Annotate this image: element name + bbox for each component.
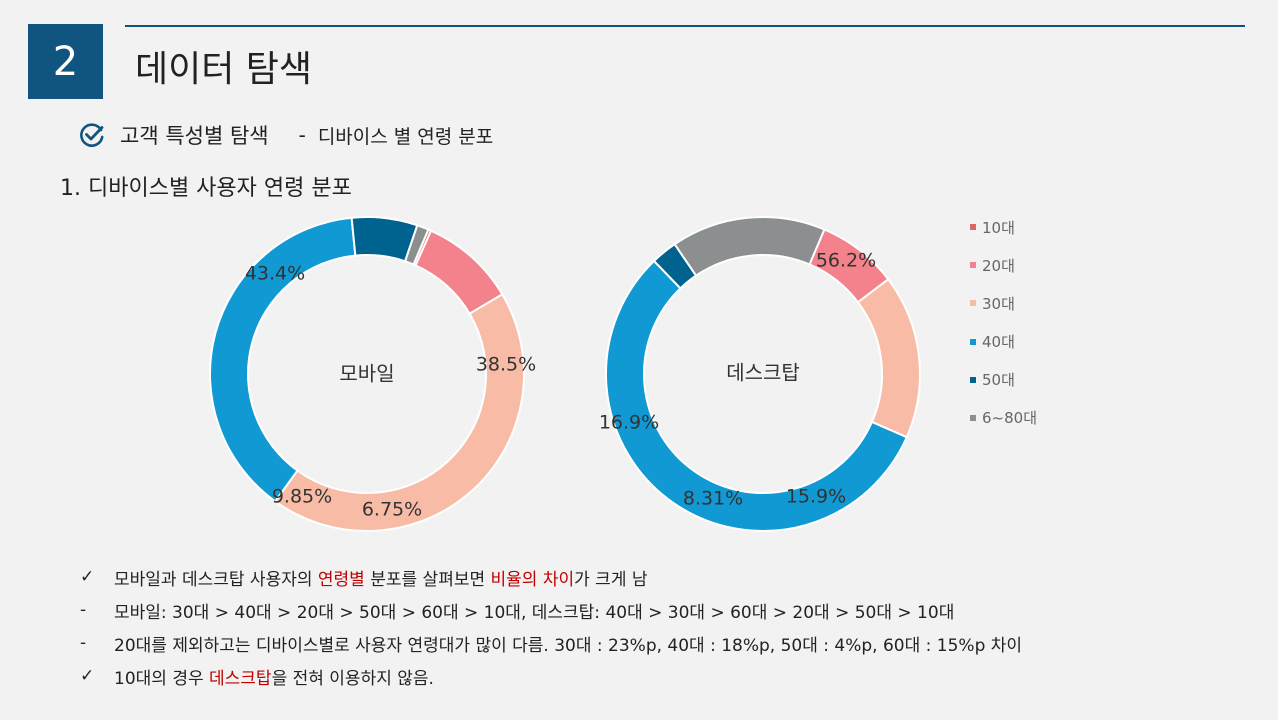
subtitle-separator: -: [298, 123, 306, 147]
donut-label-1-5: 15.9%: [786, 486, 846, 508]
bullet-text: 모바일: 30대 > 40대 > 20대 > 50대 > 60대 > 10대, …: [114, 598, 954, 623]
donut-slice-1-5: [673, 216, 826, 278]
bullet-text-part: 모바일: 30대 > 40대 > 20대 > 50대 > 60대 > 10대, …: [114, 602, 955, 623]
legend-item: 40대: [970, 332, 1037, 352]
donut-chart-0: 9.85% 43.4% 38.5% 6.75% 모바일: [209, 216, 536, 532]
bullet-text: 모바일과 데스크탑 사용자의 연령별 분포를 살펴보면 비율의 차이가 크게 남: [114, 565, 648, 590]
donut-label-0-4: 6.75%: [362, 499, 422, 521]
legend-swatch: [970, 262, 976, 269]
legend-label: 6~80대: [982, 409, 1037, 428]
donut-title-0: 모바일: [339, 362, 394, 386]
legend-swatch: [970, 300, 976, 307]
donut-slice-0-3: [209, 216, 357, 503]
section-title: 데이터 탐색: [135, 49, 313, 90]
bullet-text-part: 분포를 살펴보면: [364, 569, 491, 590]
summary-bullet: - 모바일: 30대 > 40대 > 20대 > 50대 > 60대 > 10대,…: [80, 598, 1022, 623]
bullet-text: 20대를 제외하고는 디바이스별로 사용자 연령대가 많이 다름. 30대 : …: [114, 631, 1022, 656]
legend-swatch: [970, 224, 976, 230]
summary-bullet: ✓ 모바일과 데스크탑 사용자의 연령별 분포를 살펴보면 비율의 차이가 크게 …: [80, 565, 1022, 590]
legend-label: 30대: [982, 294, 1015, 313]
legend-item: 10대: [970, 217, 1037, 237]
legend-label: 10대: [982, 218, 1015, 237]
donut-slice-1-2: [856, 277, 921, 439]
highlight-text: 비율의 차이: [490, 569, 575, 590]
donut-label-0-2: 43.4%: [245, 263, 305, 285]
subtitle-sub: 디바이스 별 연령 분포: [317, 125, 494, 148]
donut-charts: 9.85% 43.4% 38.5% 6.75% 모바일 8.31% 16.9% 56.2% 15…: [209, 216, 921, 532]
donut-label-0-1: 9.85%: [272, 486, 332, 508]
legend-item: 6~80대: [970, 408, 1037, 428]
legend-item: 50대: [970, 370, 1037, 390]
donut-title-1: 데스크탑: [726, 361, 800, 385]
donut-slice-0-5: [403, 224, 430, 266]
legend-item: 20대: [970, 255, 1037, 275]
legend-label: 40대: [982, 333, 1015, 352]
donut-label-0-3: 38.5%: [476, 354, 536, 376]
chart-legend: 10대 20대 30대 40대 50대 6~80대: [970, 217, 1037, 446]
bullet-text: 10대의 경우 데스크탑을 전혀 이용하지 않음.: [114, 664, 434, 689]
legend-label: 50대: [982, 371, 1015, 390]
subtitle-main: 고객 특성별 탐색: [120, 124, 269, 148]
legend-label: 20대: [982, 256, 1015, 275]
highlight-text: 데스크탑: [209, 668, 272, 689]
legend-swatch: [970, 376, 976, 383]
donut-chart-1: 8.31% 16.9% 56.2% 15.9% 데스크탑: [599, 216, 921, 532]
legend-swatch: [970, 414, 976, 421]
chart-heading: 1. 디바이스별 사용자 연령 분포: [60, 176, 352, 201]
subtitle-row: 고객 특성별 탐색 - 디바이스 별 연령 분포: [78, 120, 493, 150]
legend-item: 30대: [970, 293, 1037, 313]
donut-label-1-1: 8.31%: [683, 488, 743, 510]
legend-swatch: [970, 338, 976, 345]
check-circle-icon: [80, 123, 104, 147]
bullet-text-part: 을 전혀 이용하지 않음.: [271, 668, 434, 689]
dash-marker: -: [80, 600, 87, 620]
bullet-text-part: 10대의 경우: [114, 668, 209, 689]
bullet-text-part: 모바일과 데스크탑 사용자의: [114, 569, 318, 590]
summary-bullet: ✓ 10대의 경우 데스크탑을 전혀 이용하지 않음.: [80, 664, 1022, 689]
summary-bullets: ✓ 모바일과 데스크탑 사용자의 연령별 분포를 살펴보면 비율의 차이가 크게 …: [80, 566, 1022, 698]
checkmark-icon: ✓: [80, 567, 95, 587]
header-divider: [125, 25, 1245, 27]
checkmark-icon: ✓: [80, 666, 95, 686]
section-number: 2: [52, 38, 79, 85]
donut-slice-1-3: [605, 259, 909, 532]
summary-bullet: - 20대를 제외하고는 디바이스별로 사용자 연령대가 많이 다름. 30대 :…: [80, 631, 1022, 656]
bullet-text-part: 가 크게 남: [574, 569, 648, 590]
section-number-badge: 2: [28, 24, 103, 99]
highlight-text: 연령별: [317, 569, 365, 590]
donut-slice-0-2: [273, 293, 525, 532]
dash-marker: -: [80, 633, 87, 653]
donut-label-1-3: 56.2%: [816, 250, 876, 272]
bullet-text-part: 20대를 제외하고는 디바이스별로 사용자 연령대가 많이 다름. 30대 : …: [114, 635, 1023, 656]
donut-label-1-2: 16.9%: [599, 412, 659, 434]
